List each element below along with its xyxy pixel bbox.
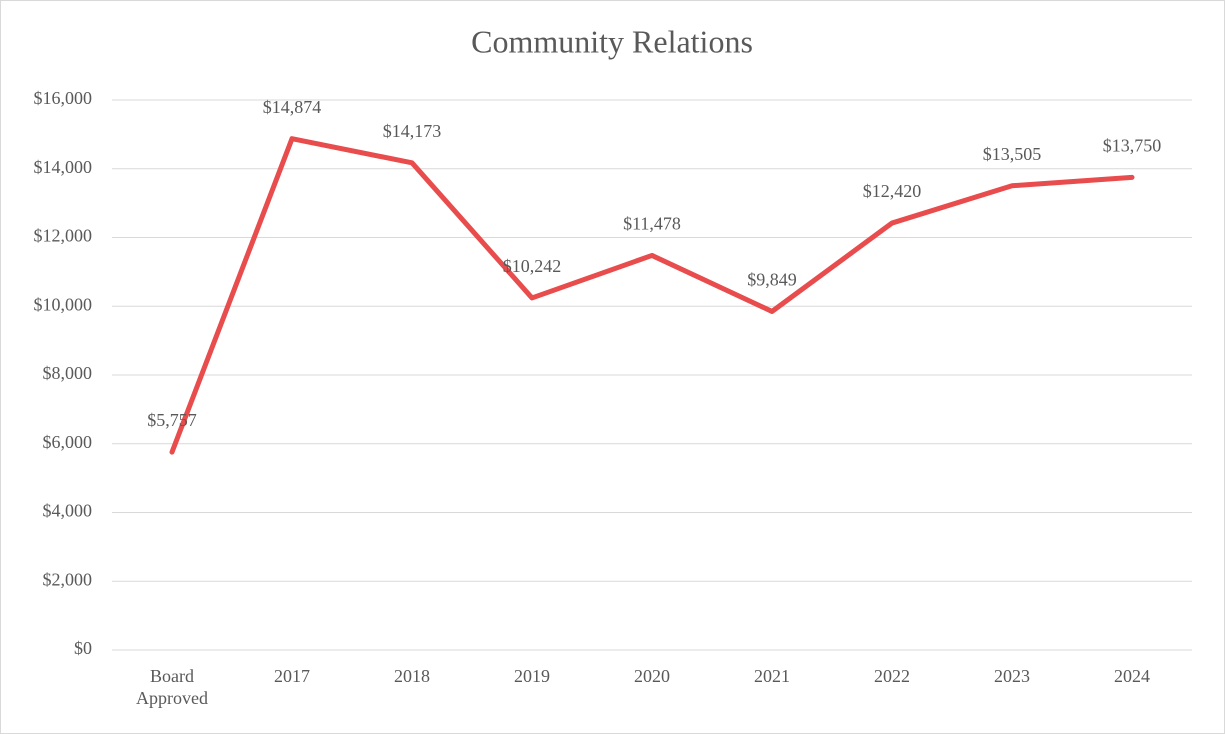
- y-tick-label: $0: [74, 638, 92, 658]
- data-label: $13,750: [1103, 135, 1162, 155]
- x-tick-label: 2021: [754, 666, 790, 686]
- data-label: $9,849: [747, 270, 797, 290]
- x-tick-label: 2023: [994, 666, 1030, 686]
- chart-title: Community Relations: [471, 23, 753, 59]
- data-label: $13,505: [983, 144, 1042, 164]
- y-tick-label: $10,000: [34, 294, 93, 314]
- x-tick-label: 2017: [274, 666, 310, 686]
- line: [169, 136, 1135, 455]
- x-tick-label: 2024: [1114, 666, 1150, 686]
- y-tick-label: $4,000: [43, 501, 93, 521]
- data-label: $5,757: [147, 410, 197, 430]
- data-label: $14,874: [263, 97, 322, 117]
- y-tick-label: $12,000: [34, 226, 93, 246]
- y-tick-label: $16,000: [34, 88, 93, 108]
- x-tick-label: 2020: [634, 666, 670, 686]
- data-label: $11,478: [623, 214, 681, 234]
- y-tick-label: $2,000: [43, 569, 93, 589]
- data-label: $14,173: [383, 121, 442, 141]
- y-tick-label: $14,000: [34, 157, 93, 177]
- data-label: $10,242: [503, 256, 562, 276]
- y-tick-label: $8,000: [43, 363, 93, 383]
- x-tick-label: 2019: [514, 666, 550, 686]
- x-tick-label: 2018: [394, 666, 430, 686]
- y-tick-label: $6,000: [43, 432, 93, 452]
- x-tick-label: 2022: [874, 666, 910, 686]
- x-tick-label: Board Approved: [136, 666, 208, 708]
- data-label: $12,420: [863, 181, 922, 201]
